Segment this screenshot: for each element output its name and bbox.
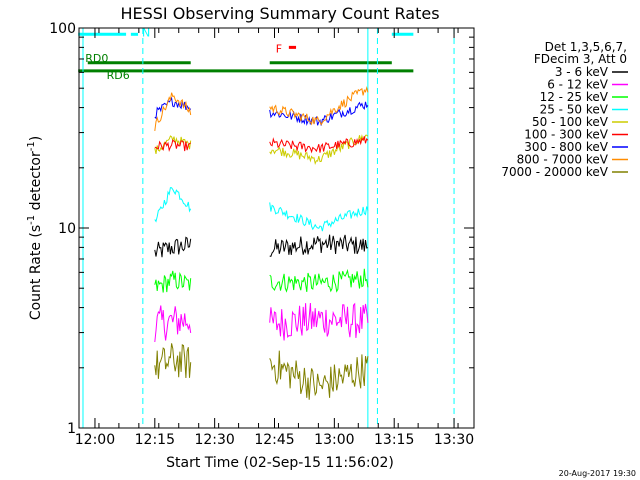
legend-label: 800 - 7000 keV — [517, 153, 609, 167]
y-tick-label: 100 — [49, 21, 76, 37]
series-line-6-12-kev — [154, 302, 369, 343]
x-axis-label: Start Time (02-Sep-15 11:56:02) — [166, 455, 394, 471]
legend-label: 50 - 100 keV — [532, 115, 609, 129]
x-tick-label: 12:45 — [254, 432, 294, 448]
legend-label: 7000 - 20000 keV — [501, 165, 608, 179]
x-tick-label: 12:30 — [194, 432, 234, 448]
footer-timestamp: 20-Aug-2017 19:30 — [559, 469, 636, 478]
x-axis: 12:00 12:15 12:30 12:45 13:00 13:15 13:30 — [75, 28, 474, 448]
legend-label: 100 - 300 keV — [524, 128, 608, 142]
legend-label: 3 - 6 keV — [555, 65, 609, 79]
flag-label-n: N — [142, 26, 150, 39]
flag-bars: N F RD0 RD6 — [78, 26, 414, 82]
chart-title: HESSI Observing Summary Count Rates — [120, 4, 439, 23]
series-line-7000-20000-kev — [154, 343, 369, 400]
legend-label: 300 - 800 keV — [524, 140, 608, 154]
legend-label: 6 - 12 keV — [547, 78, 609, 92]
y-tick-label: 1 — [67, 421, 76, 437]
y-axis: 1 10 100 — [49, 21, 474, 437]
series-line-12-25-kev — [154, 268, 369, 293]
series-line-300-800-kev — [154, 96, 369, 126]
legend-label: 25 - 50 keV — [540, 103, 609, 117]
flag-label-rd6: RD6 — [107, 69, 130, 82]
flag-label-f: F — [276, 42, 282, 55]
x-tick-label: 12:15 — [135, 432, 175, 448]
legend-header-line-1: Det 1,3,5,6,7, — [545, 40, 627, 54]
vertical-markers — [82, 28, 455, 428]
series-line-25-50-kev — [154, 187, 369, 232]
series-lines — [154, 85, 369, 400]
x-tick-label: 13:00 — [314, 432, 354, 448]
x-tick-label: 13:30 — [434, 432, 474, 448]
series-line-3-6-kev — [154, 234, 369, 258]
flag-label-rd0: RD0 — [85, 52, 108, 65]
x-tick-label: 13:15 — [374, 432, 414, 448]
legend-label: 12 - 25 keV — [540, 90, 609, 104]
y-tick-label: 10 — [58, 221, 76, 237]
y-axis-label: Count Rate (s-1 detector-1) — [26, 136, 44, 320]
series-line-100-300-kev — [154, 136, 369, 154]
plot-frame — [78, 27, 475, 429]
legend: Det 1,3,5,6,7, FDecim 3, Att 0 3 - 6 keV… — [501, 40, 628, 179]
series-line-800-7000-kev — [154, 85, 369, 131]
x-tick-label: 12:00 — [75, 432, 115, 448]
legend-header-line-2: FDecim 3, Att 0 — [534, 52, 627, 66]
